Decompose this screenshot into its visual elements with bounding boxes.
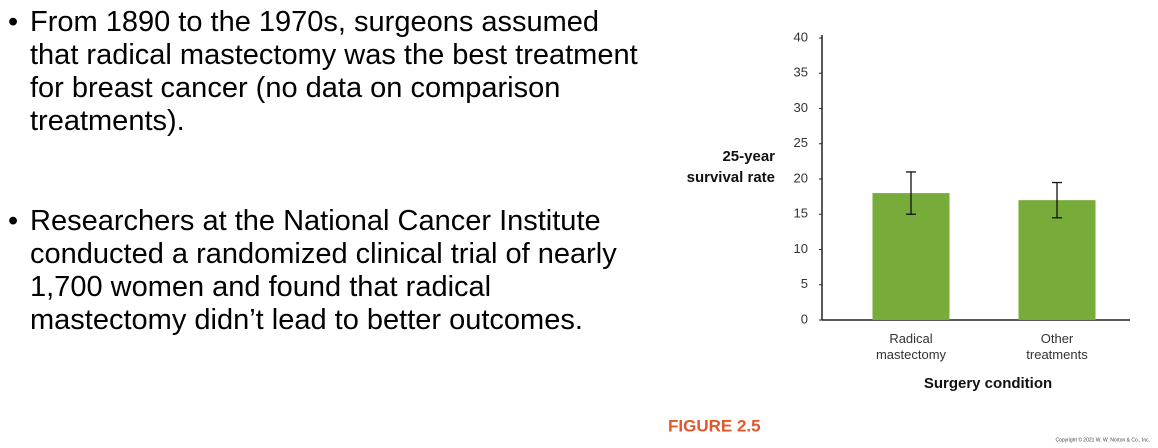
- y-tick-label: 30: [794, 100, 808, 115]
- error-bar: [1052, 181, 1062, 219]
- y-axis-label: 25-year: [722, 148, 775, 165]
- bar: [1018, 200, 1096, 320]
- bullet: From 1890 to the 1970s, surgeons assumed…: [8, 6, 648, 138]
- y-tick-label: 0: [801, 311, 808, 326]
- y-axis-label: survival rate: [687, 169, 775, 186]
- y-tick-label: 25: [794, 135, 808, 150]
- y-tick-label: 15: [794, 206, 808, 221]
- y-tick-label: 5: [801, 276, 808, 291]
- x-axis-label: Surgery condition: [924, 375, 1052, 392]
- error-bar: [906, 171, 916, 215]
- y-tick-label: 20: [794, 170, 808, 185]
- copyright: Copyright © 2021 W. W. Norton & Co., Inc…: [1055, 436, 1150, 443]
- bullet-list: From 1890 to the 1970s, surgeons assumed…: [8, 6, 648, 404]
- x-tick-label: Radical mastectomy: [876, 331, 947, 362]
- x-tick-label: Other treatments: [1026, 331, 1088, 362]
- bullet: Researchers at the National Cancer Insti…: [8, 205, 648, 337]
- y-tick-label: 35: [794, 65, 808, 80]
- y-tick-label: 40: [794, 29, 808, 44]
- figure-label: FIGURE 2.5: [668, 416, 761, 435]
- y-tick-label: 10: [794, 241, 808, 256]
